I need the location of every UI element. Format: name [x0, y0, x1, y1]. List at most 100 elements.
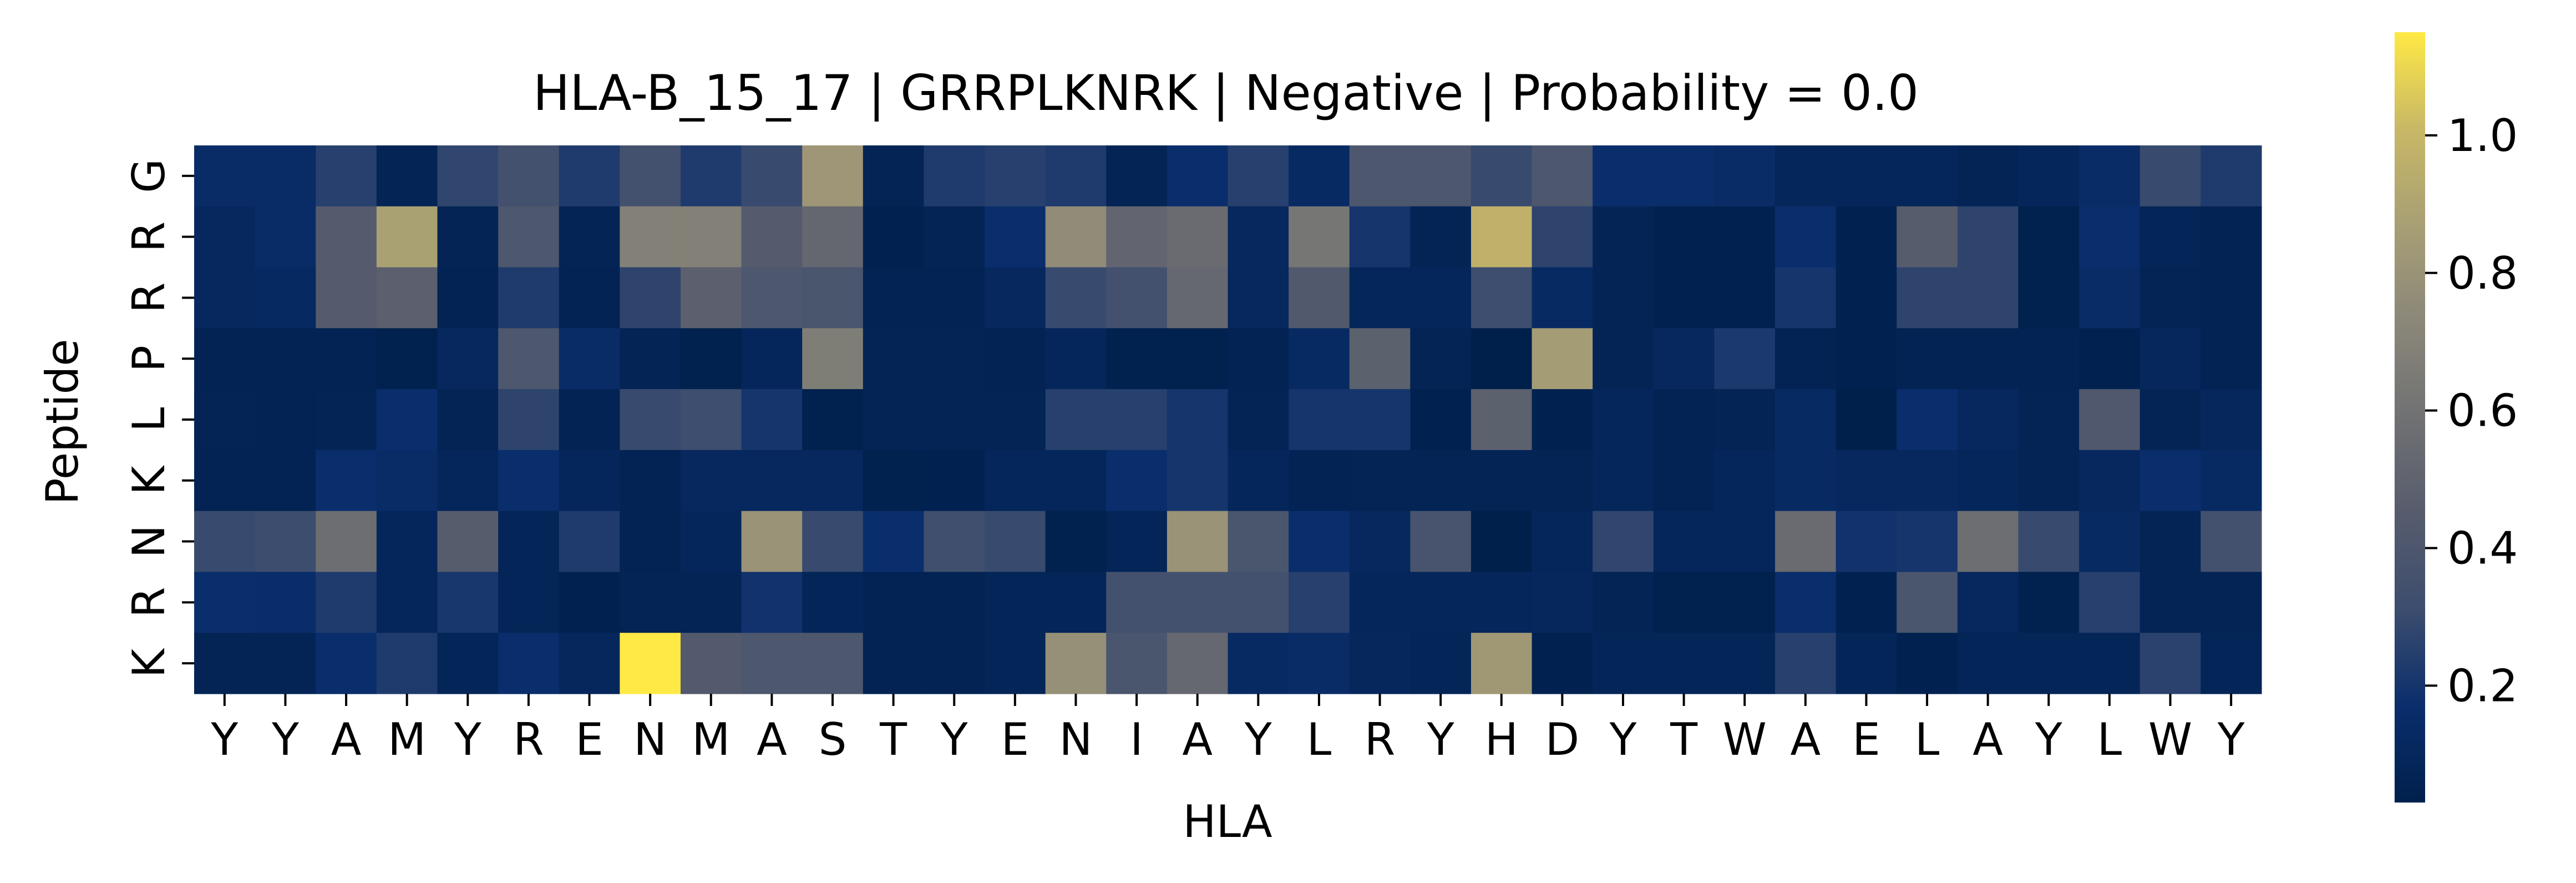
heatmap-cell: [1045, 572, 1107, 633]
heatmap-cell: [2018, 450, 2080, 512]
heatmap-cell: [620, 389, 681, 451]
x-tick-label: M: [388, 714, 426, 765]
heatmap-cell: [1653, 511, 1715, 573]
heatmap-cell: [1957, 511, 2019, 573]
heatmap-cell: [863, 450, 925, 512]
heatmap-cell: [316, 206, 377, 268]
heatmap-cell: [1289, 450, 1350, 512]
heatmap-cell: [1593, 633, 1654, 694]
heatmap-cell: [437, 328, 499, 390]
x-tick-label: D: [1545, 714, 1580, 765]
heatmap-cell: [376, 572, 438, 633]
heatmap-cell: [1775, 145, 1837, 207]
heatmap-cell: [1045, 450, 1107, 512]
heatmap-cell: [1470, 389, 1533, 451]
heatmap-cell: [802, 206, 864, 268]
x-tick-label: Y: [2217, 714, 2245, 765]
heatmap-cell: [1714, 389, 1776, 451]
heatmap-cell: [620, 267, 681, 329]
heatmap-cell: [194, 633, 256, 694]
heatmap-cell: [1896, 450, 1958, 512]
heatmap-cell: [1835, 450, 1897, 512]
heatmap-cell: [620, 206, 681, 268]
heatmap-cell: [680, 572, 742, 633]
heatmap-cell: [1289, 206, 1350, 268]
heatmap-cell: [1167, 511, 1229, 573]
heatmap-cell: [2018, 267, 2080, 329]
heatmap-cell: [1349, 145, 1411, 207]
heatmap-cell: [559, 633, 620, 694]
heatmap-cell: [376, 206, 438, 268]
heatmap-cell: [1835, 328, 1897, 390]
heatmap-cell: [1045, 145, 1107, 207]
x-tick-label: E: [1001, 714, 1030, 765]
heatmap-cell: [741, 206, 803, 268]
heatmap-cell: [1532, 328, 1593, 390]
heatmap-cell: [2200, 267, 2262, 329]
heatmap-cell: [255, 267, 316, 329]
heatmap-cell: [985, 389, 1046, 451]
heatmap-cell: [498, 511, 560, 573]
heatmap-cell: [741, 328, 803, 390]
heatmap-cell: [1775, 206, 1837, 268]
heatmap-cell: [1835, 206, 1897, 268]
heatmap-cell: [1470, 206, 1533, 268]
heatmap-cell: [1289, 389, 1350, 451]
heatmap-cell: [376, 328, 438, 390]
heatmap-cell: [2139, 389, 2201, 451]
heatmap-cell: [498, 450, 560, 512]
heatmap-cell: [680, 450, 742, 512]
heatmap-cell: [559, 511, 620, 573]
heatmap-cell: [1775, 267, 1837, 329]
x-tick-label: Y: [1609, 714, 1637, 765]
heatmap-cell: [2200, 450, 2262, 512]
heatmap-cell: [376, 450, 438, 512]
heatmap-cell: [863, 633, 925, 694]
heatmap-cell: [924, 633, 985, 694]
heatmap-cell: [1045, 633, 1107, 694]
heatmap-cell: [1775, 450, 1837, 512]
heatmap-cell: [1410, 511, 1472, 573]
heatmap-cell: [1714, 328, 1776, 390]
heatmap-cell: [1714, 145, 1776, 207]
x-tick-label: W: [1723, 714, 1767, 765]
heatmap-cell: [1593, 145, 1654, 207]
heatmap-cell: [2018, 328, 2080, 390]
colorbar-tick-label: 0.2: [2447, 660, 2518, 712]
heatmap-cell: [1106, 145, 1168, 207]
heatmap-cell: [1410, 572, 1472, 633]
heatmap-cell: [1045, 206, 1107, 268]
heatmap-cell: [1532, 511, 1593, 573]
colorbar: [2395, 32, 2425, 803]
heatmap-cell: [559, 389, 620, 451]
heatmap-cell: [1410, 267, 1472, 329]
heatmap-cell: [1532, 633, 1593, 694]
heatmap-cell: [1228, 145, 1289, 207]
heatmap-cell: [680, 328, 742, 390]
heatmap-cell: [437, 145, 499, 207]
y-tick-label: N: [123, 525, 175, 558]
heatmap-cell: [316, 572, 377, 633]
heatmap-cell: [1714, 572, 1776, 633]
x-tick-label: E: [1852, 714, 1880, 765]
heatmap-cell: [559, 328, 620, 390]
x-tick-label: N: [633, 714, 667, 765]
x-tick-label: S: [819, 714, 847, 765]
heatmap-cell: [1106, 633, 1168, 694]
heatmap-cell: [620, 450, 681, 512]
heatmap-cell: [1410, 633, 1472, 694]
heatmap-cell: [741, 511, 803, 573]
heatmap-cell: [680, 206, 742, 268]
heatmap-cell: [924, 328, 985, 390]
heatmap-cell: [1349, 633, 1411, 694]
heatmap-cell: [1653, 145, 1715, 207]
heatmap-cell: [2139, 572, 2201, 633]
heatmap-cell: [741, 450, 803, 512]
heatmap-cell: [863, 511, 925, 573]
heatmap-cell: [255, 572, 316, 633]
x-tick-label: Y: [210, 714, 239, 765]
heatmap-cell: [1106, 389, 1168, 451]
x-tick-label: T: [1670, 714, 1698, 765]
x-tick-label: A: [1972, 714, 2003, 765]
heatmap-cell: [1470, 450, 1533, 512]
